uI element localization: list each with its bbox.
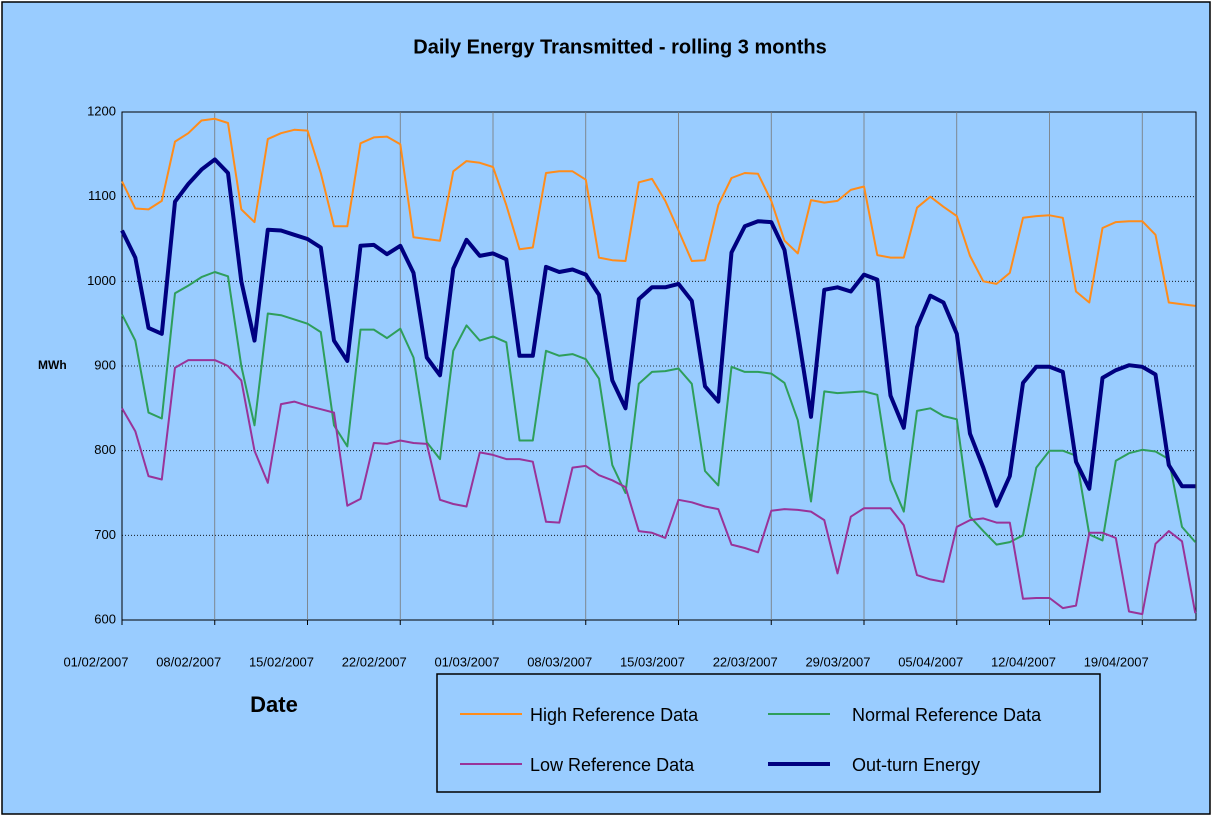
y-tick-label: 1200 — [87, 103, 116, 118]
x-tick-label: 15/02/2007 — [249, 654, 314, 669]
x-tick-label: 05/04/2007 — [898, 654, 963, 669]
y-tick-label: 600 — [94, 611, 116, 626]
x-tick-label: 08/02/2007 — [156, 654, 221, 669]
x-tick-label: 12/04/2007 — [991, 654, 1056, 669]
x-tick-label: 22/03/2007 — [713, 654, 778, 669]
x-tick-label: 15/03/2007 — [620, 654, 685, 669]
x-tick-label: 29/03/2007 — [805, 654, 870, 669]
y-tick-label: 700 — [94, 527, 116, 542]
x-tick-label: 01/03/2007 — [434, 654, 499, 669]
legend — [436, 673, 1101, 793]
x-tick-label: 01/02/2007 — [63, 654, 128, 669]
series-line — [121, 271, 1197, 546]
legend-label: Low Reference Data — [530, 755, 695, 775]
y-tick-label: 1000 — [87, 273, 116, 288]
legend-label: Normal Reference Data — [852, 705, 1042, 725]
x-tick-label: 19/04/2007 — [1084, 654, 1149, 669]
y-tick-label: 900 — [94, 357, 116, 372]
legend-label: Out-turn Energy — [852, 755, 980, 775]
series-line — [121, 359, 1197, 616]
series-line — [121, 117, 1196, 307]
series-line — [120, 157, 1196, 508]
x-axis-label: Date — [250, 692, 298, 717]
legend-label: High Reference Data — [530, 705, 699, 725]
y-axis-label: MWh — [38, 358, 67, 372]
chart-title: Daily Energy Transmitted - rolling 3 mon… — [413, 36, 826, 58]
y-tick-label: 1100 — [88, 188, 116, 203]
x-tick-label: 22/02/2007 — [342, 654, 407, 669]
y-tick-label: 800 — [94, 442, 116, 457]
x-tick-label: 08/03/2007 — [527, 654, 592, 669]
